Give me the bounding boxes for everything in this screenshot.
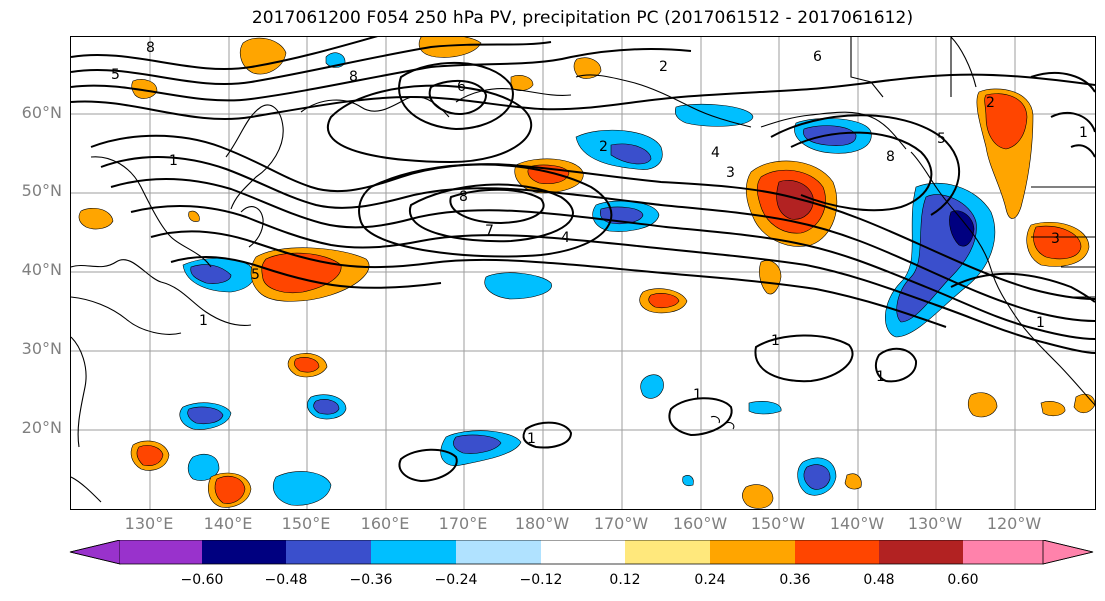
lon-label-140e: 140°E xyxy=(203,514,253,533)
lon-label-130e: 130°E xyxy=(124,514,174,533)
colorbar-tick-label: 0.48 xyxy=(863,572,895,588)
contour-label: 2 xyxy=(659,59,668,75)
colorbar-tick-label: 0.24 xyxy=(694,572,726,588)
lon-label-180w: 180°W xyxy=(514,514,570,533)
lon-label-170e: 170°E xyxy=(438,514,488,533)
contour-label: 1 xyxy=(876,369,885,385)
lon-label-140w: 140°W xyxy=(829,514,885,533)
contour-label: 3 xyxy=(1051,231,1060,247)
colorbar-segment xyxy=(879,540,963,564)
colorbar-segment xyxy=(710,540,795,564)
contour-label: 5 xyxy=(251,267,260,283)
lat-label-60n: 60°N xyxy=(21,103,62,122)
colorbar-extend-right xyxy=(1042,540,1094,565)
colorbar-extend-left xyxy=(69,540,121,565)
contour-label: 4 xyxy=(561,230,570,246)
contour-label: 3 xyxy=(726,165,735,181)
contour-label: 8 xyxy=(349,69,358,85)
colorbar-tick-label: −0.48 xyxy=(264,572,308,588)
figure-title: 2017061200 F054 250 hPa PV, precipitatio… xyxy=(251,8,914,28)
lon-label-170w: 170°W xyxy=(593,514,649,533)
colorbar-tick-label: −0.60 xyxy=(180,572,224,588)
lon-label-160e: 160°E xyxy=(360,514,410,533)
contour-label: 8 xyxy=(146,40,155,56)
colorbar-segment xyxy=(202,540,286,564)
lon-label-150w: 150°W xyxy=(750,514,806,533)
lon-label-120w: 120°W xyxy=(986,514,1042,533)
contour-label: 1 xyxy=(1036,315,1045,331)
contour-label: 1 xyxy=(527,431,536,447)
colorbar-segment xyxy=(456,540,541,564)
lon-label-160w: 160°W xyxy=(672,514,728,533)
colorbar-tick-label: −0.24 xyxy=(434,572,478,588)
colorbar-tick-label: −0.36 xyxy=(349,572,393,588)
lon-label-150e: 150°E xyxy=(281,514,331,533)
colorbar-segment xyxy=(625,540,710,564)
contour-label: 5 xyxy=(111,67,120,83)
contour-label: 1 xyxy=(693,387,702,403)
contour-label: 8 xyxy=(886,149,895,165)
lat-label-30n: 30°N xyxy=(21,339,62,358)
lat-label-40n: 40°N xyxy=(21,260,62,279)
pv-contours xyxy=(71,37,1095,354)
lat-label-50n: 50°N xyxy=(21,181,62,200)
colorbar xyxy=(69,540,1094,565)
contour-label: 5 xyxy=(937,131,946,147)
colorbar-tick-label: 0.36 xyxy=(779,572,811,588)
map-panel: 8 5 8 1 6 6 2 8 5 1 3 8 7 4 2 4 3 5 2 1 xyxy=(70,36,1096,510)
contour-label: 1 xyxy=(1079,125,1088,141)
precip-positive xyxy=(78,37,1095,509)
contour-label: 2 xyxy=(599,139,608,155)
contour-label: 8 xyxy=(459,189,468,205)
contour-label: 1 xyxy=(169,153,178,169)
colorbar-segment xyxy=(286,540,371,564)
contour-label: 1 xyxy=(771,333,780,349)
contour-label: 6 xyxy=(813,49,822,65)
lon-label-130w: 130°W xyxy=(907,514,963,533)
colorbar-segment xyxy=(541,540,625,564)
map-svg: 8 5 8 1 6 6 2 8 5 1 3 8 7 4 2 4 3 5 2 1 xyxy=(71,37,1095,509)
contour-label: 2 xyxy=(986,95,995,111)
colorbar-tick-label: −0.12 xyxy=(519,572,563,588)
contour-label: 4 xyxy=(711,145,720,161)
contour-label: 1 xyxy=(199,313,208,329)
colorbar-tick-label: 0.12 xyxy=(609,572,641,588)
lat-label-20n: 20°N xyxy=(21,418,62,437)
contour-label: 6 xyxy=(457,79,466,95)
colorbar-segment xyxy=(795,540,879,564)
contour-label: 7 xyxy=(485,223,494,239)
small-closed-contours xyxy=(398,334,918,483)
colorbar-segment xyxy=(963,540,1043,564)
colorbar-segment xyxy=(120,540,202,564)
colorbar-tick-label: 0.60 xyxy=(947,572,979,588)
colorbar-segment xyxy=(371,540,456,564)
contour-labels: 8 5 8 1 6 6 2 8 5 1 3 8 7 4 2 4 3 5 2 1 xyxy=(111,40,1088,447)
colorbar-outline xyxy=(69,540,1094,565)
